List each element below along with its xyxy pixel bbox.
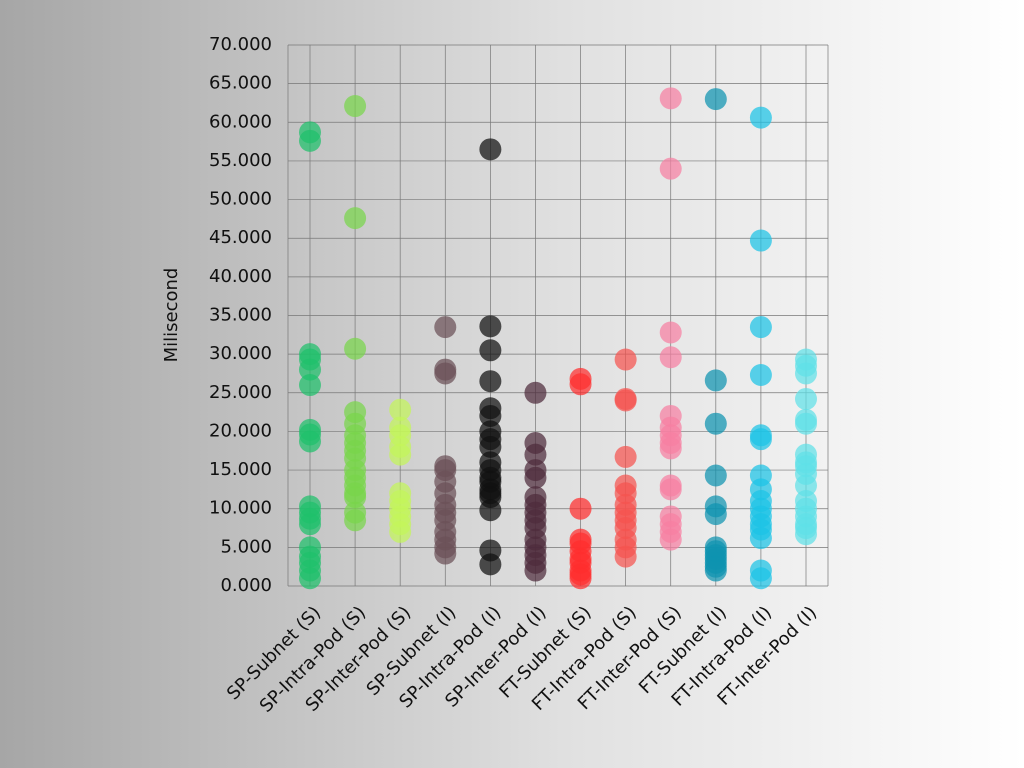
point: [434, 542, 457, 565]
point: [434, 316, 457, 339]
point: [659, 157, 682, 180]
point: [344, 337, 367, 360]
point: [434, 362, 457, 385]
y-tick-label: 70.000: [209, 34, 272, 55]
point: [614, 389, 637, 412]
y-tick-label: 60.000: [209, 111, 272, 132]
point: [479, 370, 502, 393]
point: [299, 430, 321, 453]
point: [344, 95, 367, 118]
point: [704, 464, 727, 487]
point: [344, 207, 367, 230]
point: [344, 509, 367, 532]
y-tick-label: 55.000: [209, 150, 272, 171]
point: [795, 362, 817, 385]
point: [614, 545, 637, 568]
y-tick-label: 0.000: [220, 575, 272, 596]
point: [749, 527, 772, 550]
point: [614, 348, 637, 371]
point: [569, 373, 592, 396]
point: [749, 106, 772, 129]
y-tick-label: 30.000: [209, 343, 272, 364]
point: [479, 435, 502, 458]
point: [344, 486, 367, 509]
point: [389, 520, 412, 543]
point: [299, 129, 321, 152]
point: [389, 398, 412, 421]
point: [795, 523, 817, 546]
point: [614, 445, 637, 468]
y-tick-label: 65.000: [209, 73, 272, 94]
point: [299, 567, 321, 590]
point: [524, 443, 547, 466]
y-tick-label: 40.000: [209, 266, 272, 287]
point: [749, 364, 772, 387]
point: [659, 478, 682, 501]
point: [299, 513, 321, 536]
point: [479, 404, 502, 427]
y-tick-label: 15.000: [209, 459, 272, 480]
point: [749, 428, 772, 451]
point: [479, 499, 502, 522]
point: [389, 443, 412, 466]
point: [524, 381, 547, 404]
point: [795, 387, 817, 410]
point: [749, 229, 772, 252]
y-tick-label: 45.000: [209, 227, 272, 248]
point: [795, 474, 817, 497]
y-tick-label: 10.000: [209, 498, 272, 519]
point: [659, 437, 682, 460]
point: [659, 321, 682, 344]
point: [704, 412, 727, 435]
point: [659, 346, 682, 369]
point: [569, 497, 592, 520]
point: [704, 88, 727, 111]
y-tick-label: 50.000: [209, 189, 272, 210]
point: [524, 466, 547, 489]
y-tick-label: 35.000: [209, 305, 272, 326]
point: [704, 559, 727, 582]
point: [749, 316, 772, 339]
point: [659, 87, 682, 110]
point: [479, 339, 502, 362]
point: [479, 138, 502, 161]
point: [704, 369, 727, 392]
y-tick-label: 5.000: [220, 536, 272, 557]
point: [659, 528, 682, 551]
point: [704, 503, 727, 526]
point: [749, 567, 772, 590]
point: [299, 358, 321, 381]
point: [795, 412, 817, 435]
point: [299, 374, 321, 397]
y-axis-label: Milisecond: [161, 268, 182, 363]
y-tick-label: 25.000: [209, 382, 272, 403]
point: [524, 559, 547, 582]
y-tick-label: 20.000: [209, 420, 272, 441]
point: [479, 553, 502, 576]
point: [479, 315, 502, 338]
point: [569, 567, 592, 590]
